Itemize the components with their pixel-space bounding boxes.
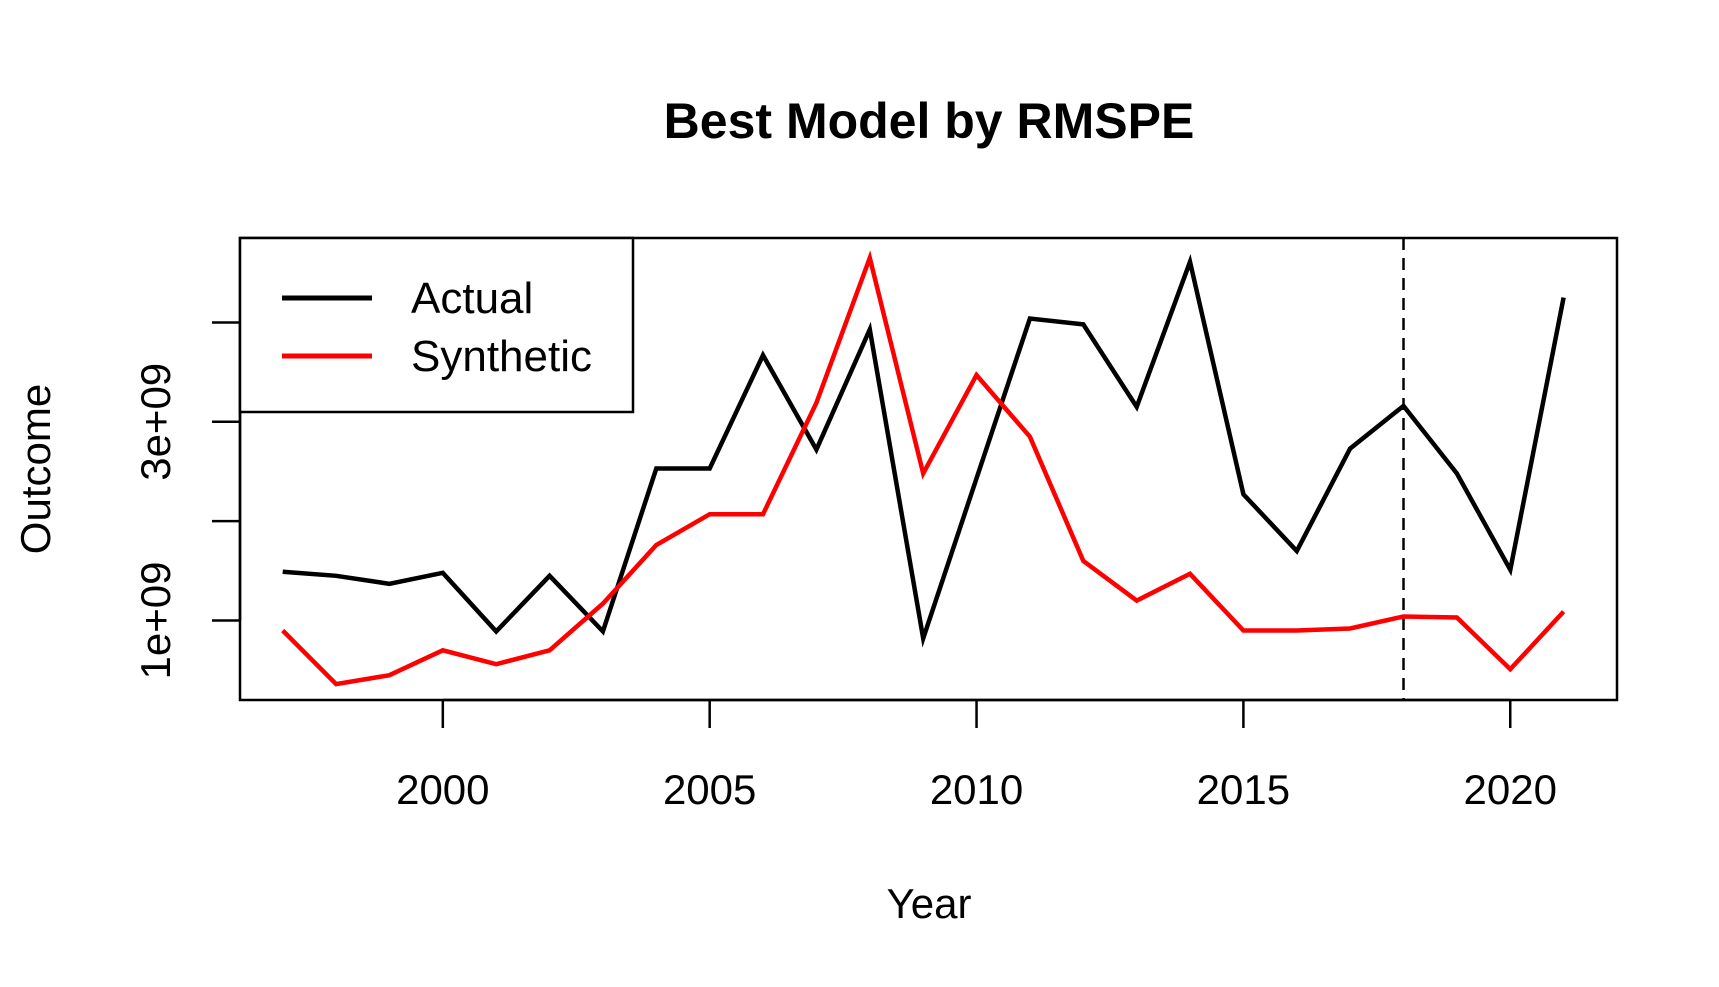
- y-axis-label: Outcome: [12, 384, 59, 554]
- x-tick-label: 2000: [396, 766, 489, 813]
- y-tick-label: 3e+09: [132, 363, 179, 481]
- x-tick-label: 2005: [663, 766, 756, 813]
- series-layer: [281, 250, 1566, 687]
- x-tick-label: 2020: [1464, 766, 1557, 813]
- x-axis: 2000 2005 2010 2015 2020: [396, 698, 1557, 813]
- legend: Actual Synthetic: [238, 236, 635, 414]
- legend-box: [238, 236, 635, 414]
- x-tick-label: 2015: [1197, 766, 1290, 813]
- x-axis-label: Year: [887, 880, 972, 927]
- legend-label-actual: Actual: [411, 274, 533, 323]
- chart-title: Best Model by RMSPE: [664, 93, 1195, 149]
- legend-label-synthetic: Synthetic: [411, 332, 592, 381]
- y-tick-label: 1e+09: [132, 562, 179, 680]
- x-tick-label: 2010: [930, 766, 1023, 813]
